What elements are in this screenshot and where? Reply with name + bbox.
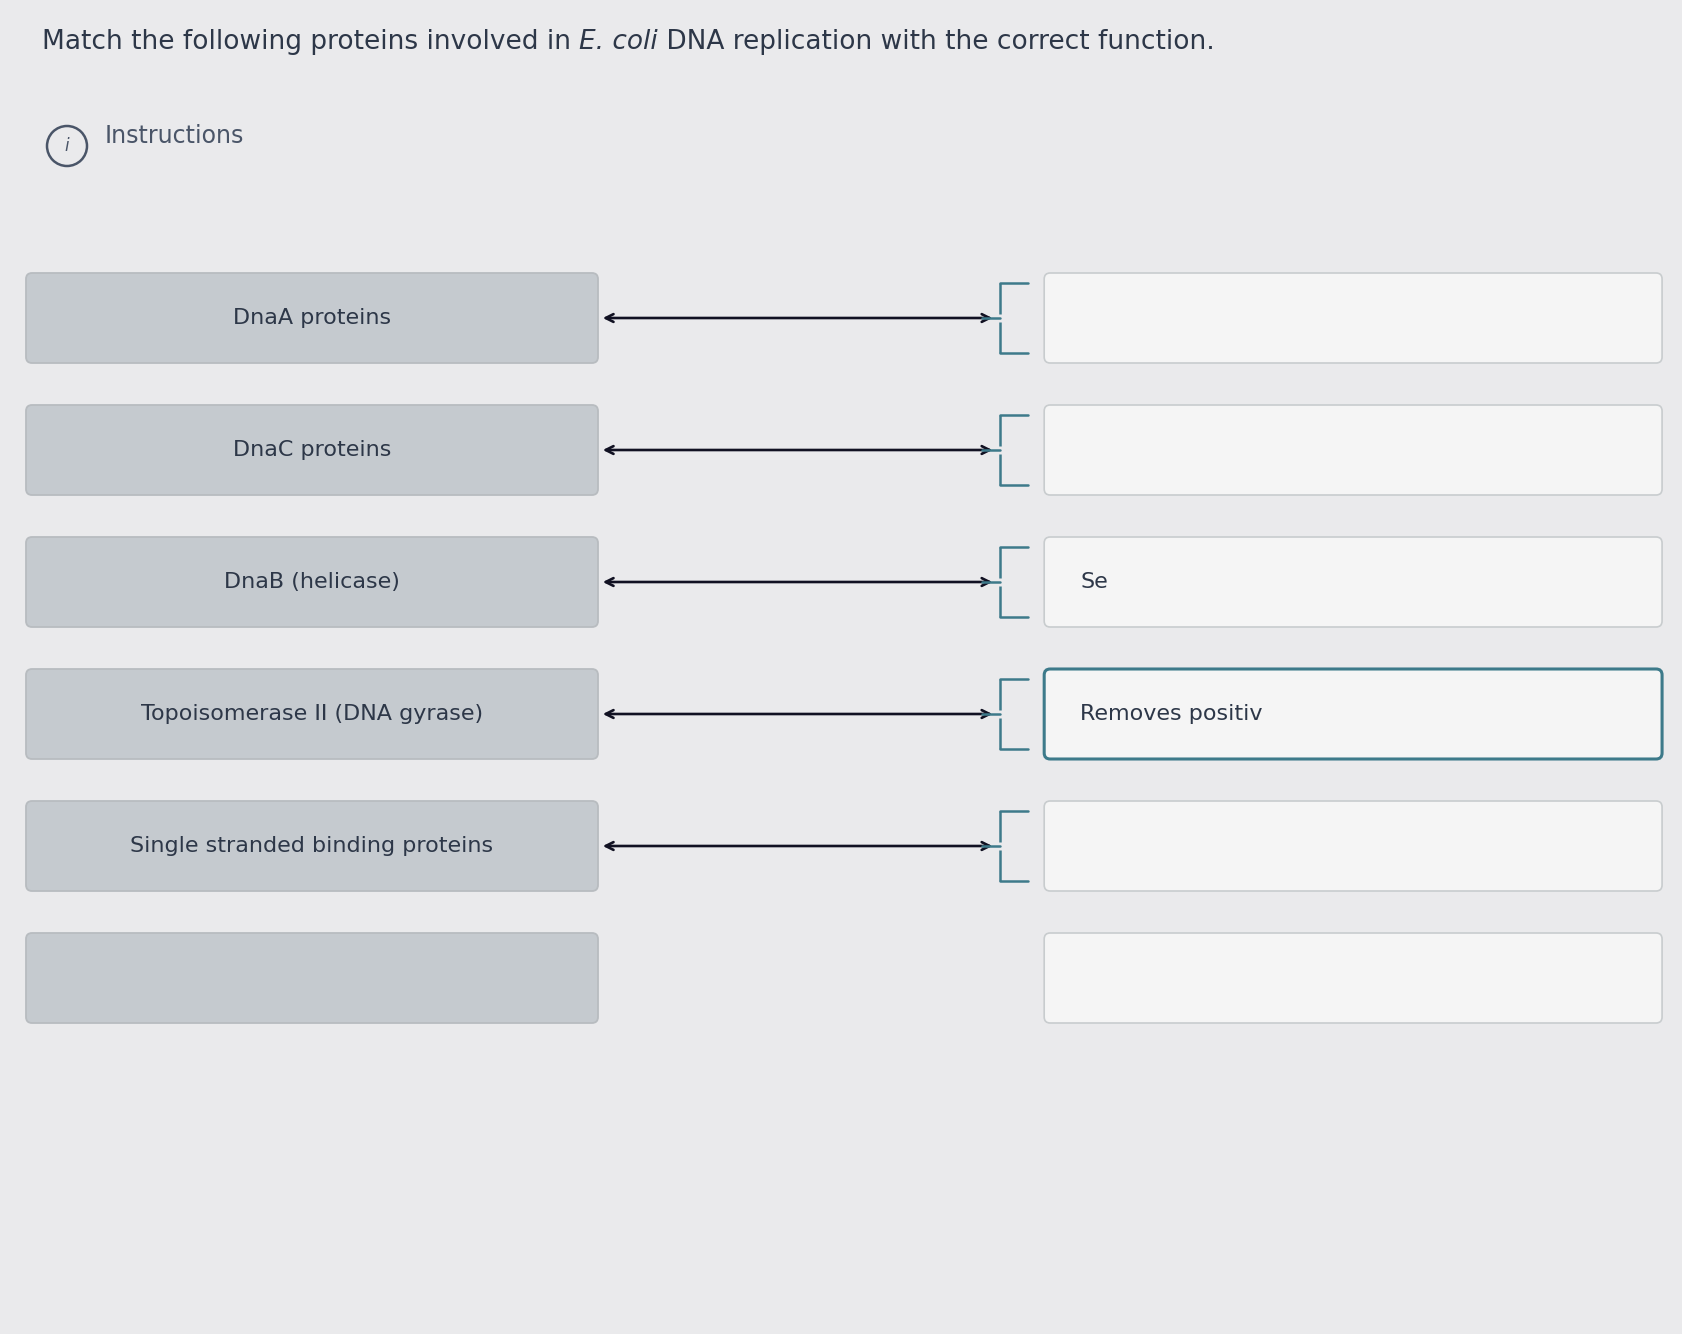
FancyBboxPatch shape [1043,800,1662,891]
Text: Topoisomerase II (DNA gyrase): Topoisomerase II (DNA gyrase) [141,704,483,724]
FancyBboxPatch shape [25,932,597,1023]
Text: DnaA proteins: DnaA proteins [232,308,390,328]
Text: Se: Se [1080,572,1107,592]
FancyBboxPatch shape [25,273,597,363]
Text: Removes positiv: Removes positiv [1080,704,1262,724]
FancyBboxPatch shape [25,406,597,495]
Text: DNA replication with the correct function.: DNA replication with the correct functio… [658,29,1214,55]
FancyBboxPatch shape [1043,406,1662,495]
Text: i: i [64,137,69,155]
FancyBboxPatch shape [1043,932,1662,1023]
FancyBboxPatch shape [25,800,597,891]
FancyBboxPatch shape [1043,538,1662,627]
FancyBboxPatch shape [1043,273,1662,363]
Text: DnaB (helicase): DnaB (helicase) [224,572,400,592]
FancyBboxPatch shape [25,538,597,627]
Text: DnaC proteins: DnaC proteins [232,440,390,460]
Text: Single stranded binding proteins: Single stranded binding proteins [131,836,493,856]
Text: E. coli: E. coli [579,29,658,55]
Text: Instructions: Instructions [104,124,244,148]
FancyBboxPatch shape [25,668,597,759]
Text: Match the following proteins involved in: Match the following proteins involved in [42,29,579,55]
FancyBboxPatch shape [1043,668,1662,759]
